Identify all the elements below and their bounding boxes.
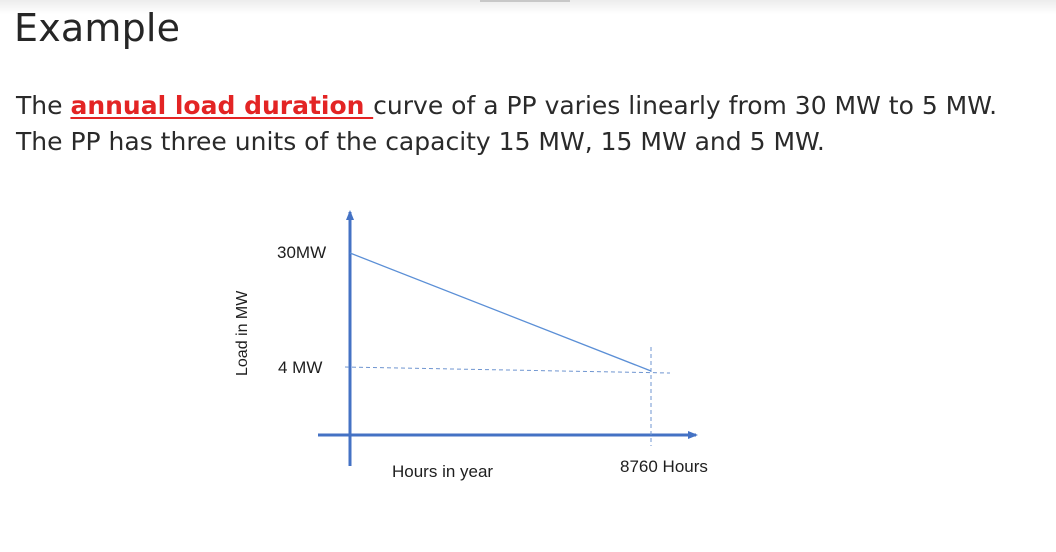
x-axis-label: Hours in year xyxy=(392,462,493,481)
low-load-dashed-line xyxy=(344,366,671,374)
slide-title: Example xyxy=(14,6,181,50)
slide-paragraph: The annual load duration curve of a PP v… xyxy=(16,88,1046,160)
y-axis-label: Load in MW xyxy=(234,290,251,376)
window-top-tab xyxy=(480,0,570,2)
paragraph-text-start: The xyxy=(16,91,71,120)
end-hours-label: 8760 Hours xyxy=(620,457,708,476)
window-top-strip xyxy=(0,0,1056,14)
load-duration-curve xyxy=(349,252,652,372)
paragraph-text-end: curve of a PP varies linearly from 30 MW… xyxy=(16,91,998,156)
top-value-label: 30MW xyxy=(277,243,326,262)
low-value-label: 4 MW xyxy=(278,358,322,377)
highlighted-term: annual load duration xyxy=(70,91,374,120)
